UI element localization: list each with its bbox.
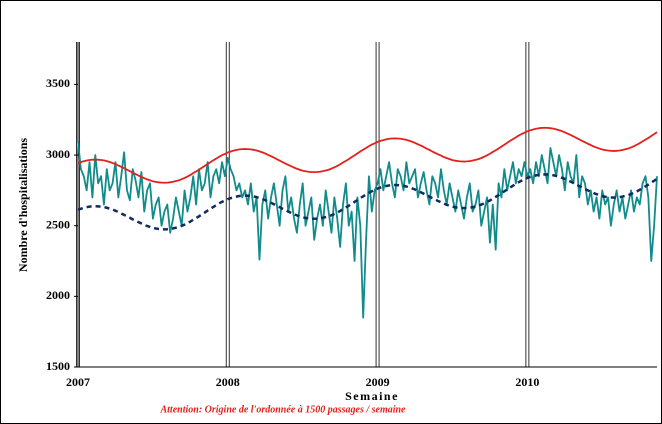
y-tick-label: 3500 (46, 76, 70, 90)
x-tick-label: 2009 (366, 375, 390, 389)
series-line (77, 173, 658, 231)
x-tick-label: 2008 (216, 375, 240, 389)
y-tick-label: 2500 (46, 217, 70, 231)
y-axis-label: Nombre d'hospitalisations (16, 138, 30, 272)
annotation: Attention: Origine de l'ordonnée à 1500 … (159, 404, 406, 415)
x-tick-label: 2007 (66, 375, 90, 389)
y-tick-label: 1500 (46, 359, 70, 373)
x-tick-label: 2010 (515, 375, 539, 389)
y-tick-label: 2000 (46, 288, 70, 302)
series-line (77, 126, 658, 184)
series-line (77, 140, 658, 319)
y-tick-label: 3000 (46, 147, 70, 161)
x-axis-label: Semaine (345, 389, 399, 403)
